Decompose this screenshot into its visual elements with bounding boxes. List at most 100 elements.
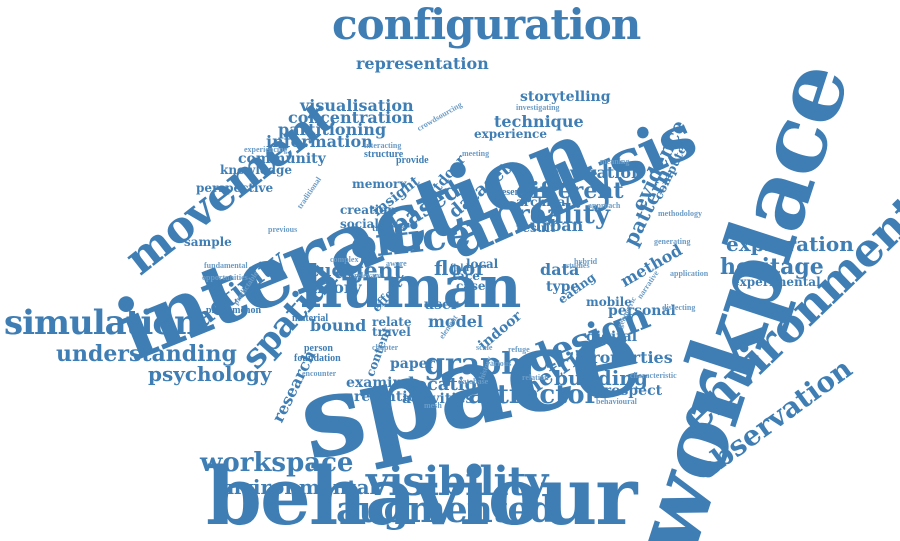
word-urban: urban bbox=[530, 216, 584, 235]
word-sample: sample bbox=[184, 235, 232, 249]
word-study: study bbox=[300, 260, 355, 281]
word-interacting: interacting bbox=[364, 141, 402, 150]
word-investigating: investigating bbox=[516, 103, 560, 112]
word-previous: previous bbox=[268, 225, 298, 234]
word-personal: personal bbox=[608, 303, 676, 319]
word-attractor: attractor bbox=[468, 380, 599, 410]
word-heritage: heritage bbox=[720, 254, 824, 280]
word-travel: travel bbox=[372, 325, 411, 339]
word-understanding: understanding bbox=[56, 341, 237, 367]
word-approach: approach bbox=[588, 201, 621, 210]
word-user: user bbox=[424, 297, 459, 313]
word-foundation: foundation bbox=[294, 353, 341, 364]
word-visualisation: visualisation bbox=[300, 96, 414, 115]
word-paper: paper bbox=[390, 356, 435, 372]
word-simulation: simulation bbox=[4, 303, 199, 343]
word-agent: agent bbox=[334, 258, 404, 284]
word-concentration: concentration bbox=[288, 108, 414, 127]
word-representation: representation bbox=[356, 54, 489, 73]
word-activities: activities bbox=[402, 391, 474, 407]
word-memory: memory bbox=[352, 177, 407, 191]
word-human: human bbox=[300, 253, 521, 321]
word-knowledge: knowledge bbox=[220, 163, 292, 177]
word-field: field bbox=[450, 263, 469, 274]
word-face: face bbox=[452, 269, 480, 283]
word-application: application bbox=[670, 269, 709, 278]
word-aware: aware bbox=[386, 259, 407, 268]
word-relate: relate bbox=[372, 315, 412, 329]
word-examine: examine bbox=[346, 375, 412, 391]
word-bound: bound bbox=[310, 316, 367, 335]
word-provide: provide bbox=[396, 155, 429, 166]
word-floor: floor bbox=[434, 256, 486, 280]
word-prospect: prospect bbox=[594, 383, 663, 399]
word-digital: digital bbox=[586, 329, 638, 345]
word-graph: graph bbox=[424, 347, 524, 382]
word-reality: reality bbox=[516, 200, 610, 230]
word-different: different bbox=[516, 178, 624, 204]
word-fundamental: fundamental bbox=[204, 261, 248, 270]
word-social: social bbox=[340, 217, 379, 231]
word-properties: properties bbox=[580, 348, 673, 367]
word-perspective: perspective bbox=[196, 181, 274, 195]
word-person: person bbox=[304, 343, 333, 354]
word-location: location bbox=[408, 374, 490, 395]
word-result: result bbox=[516, 221, 556, 235]
word-experiencing: experiencing bbox=[244, 145, 288, 154]
word-building: building bbox=[554, 366, 648, 390]
word-mesh: mesh bbox=[424, 401, 442, 410]
word-various: various bbox=[486, 359, 512, 368]
word-information: information bbox=[266, 132, 373, 151]
word-storytelling: storytelling bbox=[520, 89, 611, 105]
word-configuration: configuration bbox=[332, 0, 641, 49]
word-relevant: relevant bbox=[354, 271, 382, 280]
word-complex: complex bbox=[330, 255, 359, 264]
word-community: community bbox=[238, 151, 326, 167]
word-presence: presence bbox=[492, 187, 530, 198]
word-chapter: chapter bbox=[372, 343, 399, 352]
word-theories: theories bbox=[372, 223, 406, 234]
word-phenomenon: phenomenon bbox=[206, 305, 262, 316]
word-model: model bbox=[428, 312, 484, 331]
word-encounter: encounter bbox=[302, 369, 337, 378]
word-behavioural: behavioural bbox=[596, 397, 637, 406]
word-hybrid: hybrid bbox=[574, 257, 598, 266]
word-refuge: refuge bbox=[508, 345, 530, 354]
word-relation: relation bbox=[522, 373, 549, 382]
word-generating: generating bbox=[654, 237, 691, 246]
word-material: material bbox=[292, 313, 329, 324]
word-technique: technique bbox=[494, 112, 584, 131]
word-meaning: meaning bbox=[600, 157, 630, 166]
word-meeting: meeting bbox=[462, 149, 490, 158]
word-augmented: augmented bbox=[336, 489, 555, 531]
word-navigation: navigation bbox=[548, 163, 643, 182]
word-visibility: visibility bbox=[366, 458, 548, 505]
word-type: type bbox=[546, 279, 580, 295]
word-characteristic: characteristic bbox=[630, 371, 677, 380]
word-archival: archival bbox=[516, 195, 570, 209]
word-theory: theory bbox=[304, 278, 362, 297]
word-environmental: environmental bbox=[214, 475, 378, 499]
word-scale: scale bbox=[476, 343, 493, 352]
word-partitioning: partitioning bbox=[278, 120, 387, 139]
word-creation: creation bbox=[340, 203, 396, 217]
word-studies: studies bbox=[566, 261, 590, 270]
word-crowdsourcing: crowdsourcing bbox=[415, 99, 464, 133]
word-opportunities: opportunities bbox=[202, 273, 248, 282]
word-case: case bbox=[456, 279, 486, 293]
word-experience: experience bbox=[474, 127, 547, 141]
word-behaviour: behaviour bbox=[206, 449, 637, 541]
word-psychology: psychology bbox=[148, 362, 272, 386]
word-database: database bbox=[458, 377, 489, 386]
word-data: data bbox=[540, 260, 580, 279]
word-exploration: exploration bbox=[726, 232, 854, 256]
word-mobile: mobile bbox=[586, 295, 632, 309]
word-local: local bbox=[466, 257, 499, 271]
word-experimental: experimental bbox=[732, 275, 821, 289]
word-structure: structure bbox=[364, 149, 404, 160]
word-methodology: methodology bbox=[658, 209, 702, 218]
word-retention: retention bbox=[354, 389, 428, 405]
word-dissecting: dissecting bbox=[662, 303, 696, 312]
word-workspace: workspace bbox=[200, 448, 354, 478]
